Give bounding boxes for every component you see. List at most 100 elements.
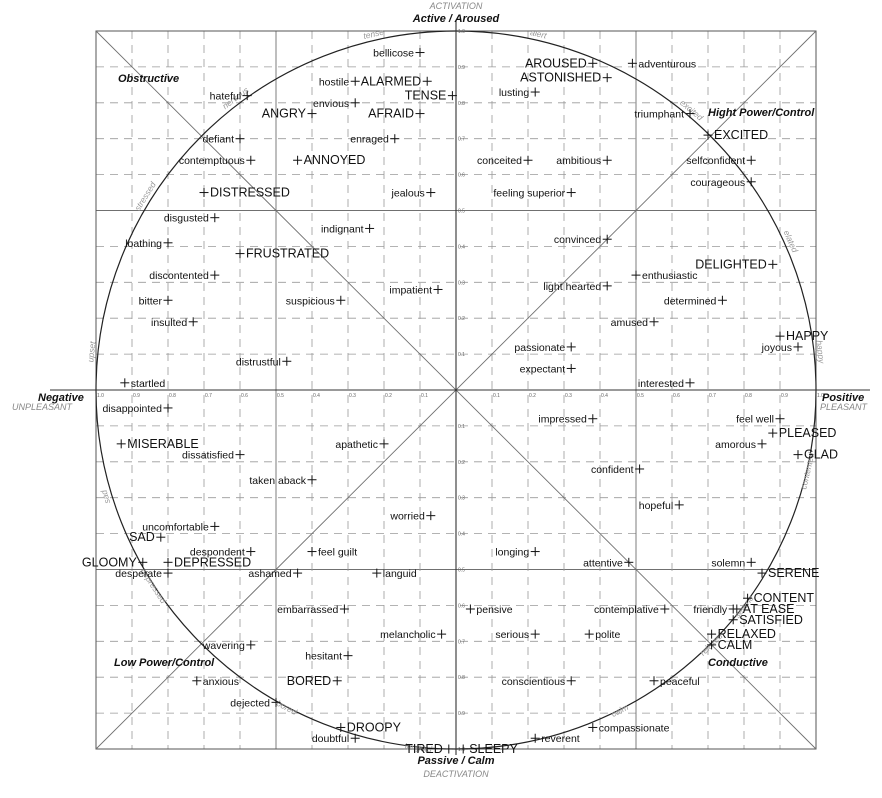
tick-label-x: 0.9 xyxy=(133,393,140,399)
word-label: SERENE xyxy=(768,566,819,580)
word-label: MISERABLE xyxy=(127,437,199,451)
word-label: bitter xyxy=(139,295,163,307)
circumplex-label-alert: alert xyxy=(529,27,548,41)
emotion-word: serious xyxy=(495,629,540,641)
emotion-word: ambitious xyxy=(556,155,612,167)
emotion-word: pensive xyxy=(465,604,513,616)
word-label: pensive xyxy=(476,604,512,616)
left-pole-sublabel: UNPLEASANT xyxy=(12,402,74,412)
circumplex-label-tense: tense xyxy=(362,27,385,41)
tick-label-x: 0.1 xyxy=(493,393,500,399)
emotion-word: melancholic xyxy=(380,629,447,641)
word-label: doubtful xyxy=(312,733,349,745)
word-label: conceited xyxy=(477,155,522,167)
emotion-word: enraged xyxy=(350,134,400,146)
word-label: conscientious xyxy=(502,676,566,688)
circumplex-label-upset: upset xyxy=(85,340,97,362)
word-label: ALARMED xyxy=(361,74,421,88)
emotion-word: contemplative xyxy=(594,604,670,616)
word-label: bellicose xyxy=(373,48,414,60)
word-label: DELIGHTED xyxy=(695,257,767,271)
tick-label-x: 0.5 xyxy=(277,393,284,399)
emotion-word: languid xyxy=(372,568,417,580)
word-label: CONTENT xyxy=(754,591,815,605)
word-label: TIRED xyxy=(405,742,443,756)
emotion-word: impatient xyxy=(389,284,443,296)
tick-label-x: 0.8 xyxy=(745,393,752,399)
tick-label-x: 1.0 xyxy=(97,393,104,399)
word-label: enthusiastic xyxy=(642,270,697,282)
emotion-word: DEPRESSED xyxy=(163,555,251,569)
word-label: SAD xyxy=(129,530,155,544)
tick-label-y: 1.0 xyxy=(458,29,465,35)
word-label: FRUSTRATED xyxy=(246,247,329,261)
emotion-word: startled xyxy=(120,378,165,390)
emotion-word: insulted xyxy=(151,317,198,329)
tick-label-y: 0.4 xyxy=(458,532,465,538)
emotion-word: wavering xyxy=(202,640,256,652)
word-label: contemptuous xyxy=(179,155,245,167)
word-label: DEPRESSED xyxy=(174,555,251,569)
emotion-word: MISERABLE xyxy=(116,437,199,451)
emotion-word: light hearted xyxy=(543,281,612,293)
emotion-word: courageous xyxy=(690,177,756,189)
word-label: adventurous xyxy=(638,58,696,70)
word-label: joyous xyxy=(761,342,792,354)
word-label: reverent xyxy=(541,733,580,745)
word-label: hateful xyxy=(210,91,242,103)
emotion-word: conscientious xyxy=(502,676,576,688)
word-label: embarrassed xyxy=(277,604,338,616)
emotion-word: hopeful xyxy=(639,500,684,512)
word-label: apathetic xyxy=(335,439,378,451)
emotion-word: DROOPY xyxy=(336,720,402,734)
top-pole-label: ACTIVATION xyxy=(429,1,483,11)
word-label: AFRAID xyxy=(368,107,414,121)
tick-label-x: 0.4 xyxy=(313,393,320,399)
word-label: suspicious xyxy=(286,295,335,307)
tick-label-y: 0.8 xyxy=(458,101,465,107)
emotion-word: SLEEPY xyxy=(458,742,519,756)
word-label: loathing xyxy=(125,238,162,250)
emotion-word: desperate xyxy=(115,568,173,580)
tick-label-y: 0.8 xyxy=(458,675,465,681)
emotion-word: contemptuous xyxy=(179,155,256,167)
emotion-word: bellicose xyxy=(373,48,425,60)
word-label: uncomfortable xyxy=(142,521,209,533)
tick-label-y: 0.5 xyxy=(458,209,465,215)
emotion-word: EXCITED xyxy=(703,128,768,142)
right-pole-label: Positive xyxy=(822,392,864,404)
tick-label-x: 0.3 xyxy=(349,393,356,399)
emotion-word: HAPPY xyxy=(775,329,829,343)
word-label: longing xyxy=(495,547,529,559)
emotion-word: dissatisfied xyxy=(182,450,245,462)
tick-label-x: 0.6 xyxy=(673,393,680,399)
word-label: light hearted xyxy=(543,281,601,293)
emotion-word: solemn xyxy=(711,557,756,569)
word-label: enraged xyxy=(350,134,389,146)
emotion-word: suspicious xyxy=(286,295,346,307)
tick-label-y: 0.4 xyxy=(458,244,465,250)
tick-label-x: 1.0 xyxy=(817,393,824,399)
word-label: serious xyxy=(495,629,529,641)
word-label: polite xyxy=(595,629,620,641)
word-label: anxious xyxy=(203,676,239,688)
emotion-word: jealous xyxy=(391,188,436,200)
emotion-word: passionate xyxy=(514,342,576,354)
word-label: jealous xyxy=(391,188,425,200)
word-label: expectant xyxy=(520,363,566,375)
word-label: SATISFIED xyxy=(739,613,803,627)
emotion-word: disgusted xyxy=(164,213,220,225)
emotion-word: bitter xyxy=(139,295,173,307)
word-label: GLOOMY xyxy=(82,555,138,569)
emotion-word: determined xyxy=(664,295,727,307)
emotion-word: dejected xyxy=(230,697,281,709)
axis-ticks: 1.0 1.0 1.0 1.0 0.9 0.9 0.9 0.9 0.8 0.8 0.8 0.8 0.7 0… xyxy=(97,29,824,753)
tick-label-x: 0.8 xyxy=(169,393,176,399)
grid-lines xyxy=(96,31,816,749)
left-pole-label: Negative xyxy=(38,392,84,404)
word-label: discontented xyxy=(149,270,209,282)
emotion-word: polite xyxy=(584,629,620,641)
tick-label-y: 0.6 xyxy=(458,603,465,609)
word-label: passionate xyxy=(514,342,565,354)
tick-label-y: 0.6 xyxy=(458,173,465,179)
